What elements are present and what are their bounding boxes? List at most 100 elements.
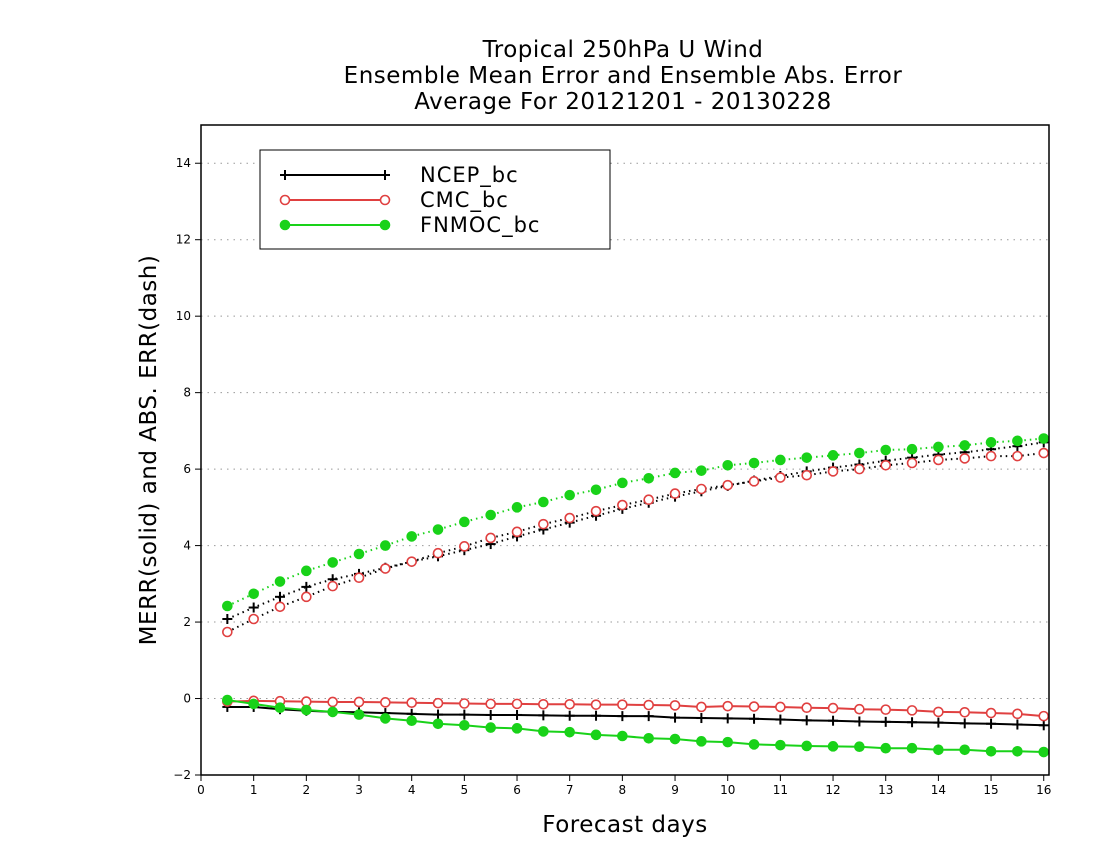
fnmoc-bc-abs-err-point — [301, 565, 312, 577]
cmc-bc-abs-err-point — [801, 469, 813, 481]
ncep-bc-merr-line — [227, 705, 1044, 727]
cmc-bc-abs-err-point — [485, 532, 496, 544]
fnmoc-bc-merr-point — [880, 742, 892, 754]
cmc-bc-merr-point — [485, 698, 496, 710]
cmc-bc-abs-err-point — [511, 526, 523, 538]
x-tick-label: 1 — [250, 783, 258, 797]
fnmoc-bc-abs-err-point — [327, 557, 338, 568]
fnmoc-bc-abs-err-point — [933, 441, 944, 453]
x-tick-label: 2 — [303, 783, 311, 797]
fnmoc-bc-merr-point — [1038, 746, 1050, 758]
ncep-bc-merr-point — [591, 710, 602, 721]
fnmoc-bc-merr-point — [538, 726, 549, 737]
cmc-bc-abs-err-point — [748, 476, 760, 487]
ncep-bc-merr-point — [986, 718, 997, 729]
cmc-bc-merr-point — [722, 700, 734, 712]
ncep-bc-merr-point — [880, 716, 891, 727]
fnmoc-bc-abs-err-point — [380, 540, 391, 551]
cmc-bc-abs-err-point — [1012, 450, 1023, 462]
ncep-bc-abs-err-point — [275, 591, 286, 602]
cmc-bc-merr-point — [327, 696, 338, 708]
fnmoc-bc-abs-err-point — [485, 509, 496, 521]
fnmoc-bc-abs-err-point — [353, 548, 365, 560]
cmc-bc-abs-err-point — [327, 580, 338, 592]
legend-marker-start-cmc-bc — [279, 194, 291, 206]
ncep-bc-merr-point — [485, 709, 496, 720]
fnmoc-bc-merr-point — [906, 742, 918, 754]
fnmoc-bc-abs-err-point — [617, 477, 628, 489]
cmc-bc-abs-err-point — [696, 483, 707, 495]
cmc-bc-abs-err-point — [432, 547, 444, 559]
fnmoc-bc-merr-point — [775, 739, 786, 751]
fnmoc-bc-merr-point — [511, 723, 523, 734]
ncep-bc-abs-err-point — [301, 581, 312, 592]
cmc-bc-merr-point — [511, 698, 523, 710]
legend-label-fnmoc-bc: FNMOC_bc — [420, 213, 540, 238]
fnmoc-bc-abs-err-point — [459, 516, 470, 528]
cmc-bc-abs-err-point — [775, 472, 786, 483]
ncep-bc-abs-err-point — [222, 614, 233, 624]
cmc-bc-abs-err-point — [854, 463, 865, 475]
ncep-bc-merr-point — [1012, 719, 1023, 730]
fnmoc-bc-abs-err-point — [775, 454, 786, 466]
cmc-bc-merr-point — [459, 698, 470, 709]
cmc-bc-abs-err-point — [248, 613, 259, 625]
fnmoc-bc-abs-err-point — [643, 472, 655, 484]
ncep-bc-merr-point — [907, 717, 918, 728]
cmc-bc-merr-point — [643, 699, 655, 711]
fnmoc-bc-merr-line — [227, 699, 1044, 754]
cmc-bc-abs-err-point — [564, 512, 575, 524]
fnmoc-bc-merr-point — [485, 722, 496, 733]
fnmoc-bc-merr-point — [669, 733, 681, 745]
x-tick-label: 7 — [566, 783, 574, 797]
grid-lines — [201, 162, 1049, 700]
fnmoc-bc-merr-point — [222, 694, 233, 706]
y-tick-label: 10 — [176, 309, 191, 323]
cmc-bc-abs-err-point — [301, 591, 312, 603]
ncep-bc-merr-point — [722, 713, 733, 724]
chart-title-line-1: Tropical 250hPa U Wind — [482, 37, 764, 63]
cmc-bc-abs-err-point — [906, 457, 918, 469]
ncep-bc-merr-point — [854, 716, 865, 727]
x-tick-label: 13 — [878, 783, 893, 797]
cmc-bc-abs-err-point — [985, 450, 997, 462]
ncep-bc-merr-point — [643, 711, 654, 722]
fnmoc-bc-abs-err-point — [696, 465, 707, 476]
ncep-bc-merr-point — [775, 714, 786, 725]
cmc-bc-merr-point — [748, 701, 760, 712]
ncep-bc-merr-point — [933, 717, 944, 728]
legend-label-cmc-bc: CMC_bc — [420, 188, 509, 213]
y-tick-label: 12 — [176, 233, 191, 247]
fnmoc-bc-merr-point — [933, 744, 944, 756]
cmc-bc-abs-err-point — [643, 494, 655, 506]
ncep-bc-merr-point — [828, 715, 839, 726]
ncep-bc-merr-point — [617, 711, 628, 722]
fnmoc-bc-merr-point — [985, 745, 997, 757]
chart-title-line-2: Ensemble Mean Error and Ensemble Abs. Er… — [343, 63, 903, 89]
legend-marker-start-fnmoc-bc — [279, 219, 291, 231]
fnmoc-bc-abs-err-point — [854, 447, 865, 459]
legend-label-ncep-bc: NCEP_bc — [420, 163, 519, 188]
cmc-bc-abs-err-point — [406, 556, 417, 567]
x-tick-label: 15 — [983, 783, 998, 797]
cmc-bc-abs-err-point — [959, 453, 971, 464]
cmc-bc-merr-point — [406, 697, 417, 709]
y-tick-label: 4 — [183, 539, 191, 553]
fnmoc-bc-abs-err-point — [748, 457, 760, 469]
ncep-bc-merr-point — [538, 710, 549, 721]
x-tick-label: 6 — [513, 783, 521, 797]
fnmoc-bc-merr-point — [722, 736, 734, 748]
cmc-bc-merr-point — [696, 701, 707, 713]
cmc-bc-abs-err-point — [538, 518, 549, 530]
y-axis-ticks: −2 0 2 4 6 8 10 12 14 — [173, 156, 201, 782]
fnmoc-bc-merr-point — [801, 740, 813, 752]
plot-frame — [200, 124, 1050, 776]
ncep-bc-merr-point — [670, 712, 681, 723]
ncep-bc-abs-err-point — [248, 602, 259, 613]
cmc-bc-abs-err-point — [933, 454, 944, 466]
cmc-bc-merr-point — [669, 700, 681, 711]
fnmoc-bc-abs-err-point — [722, 459, 734, 471]
cmc-bc-merr-point — [775, 701, 786, 713]
fnmoc-bc-merr-point — [643, 732, 655, 744]
fnmoc-bc-merr-point — [617, 730, 628, 742]
